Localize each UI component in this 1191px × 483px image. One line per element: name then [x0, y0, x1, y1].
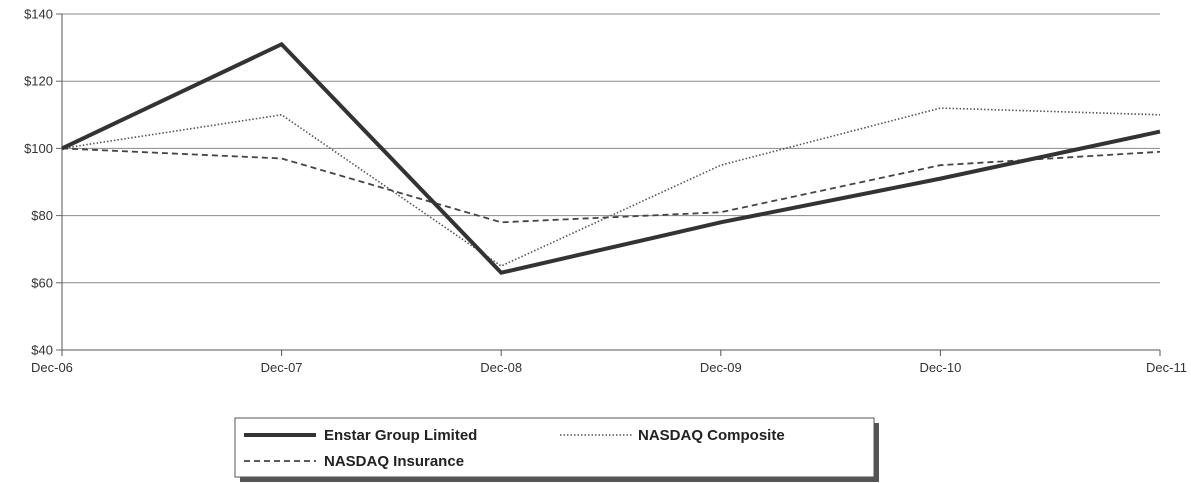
x-tick-label: Dec-07 — [261, 360, 303, 375]
y-tick-label: $40 — [31, 343, 53, 358]
y-tick-label: $80 — [31, 208, 53, 223]
legend-label-nasdaq-insurance: NASDAQ Insurance — [324, 453, 464, 470]
x-tick-label: Dec-08 — [480, 360, 522, 375]
y-tick-label: $60 — [31, 275, 53, 290]
x-tick-label: Dec-06 — [31, 360, 73, 375]
legend-label-nasdaq-composite: NASDAQ Composite — [638, 427, 785, 444]
legend: Enstar Group Limited NASDAQ Composite NA… — [234, 417, 879, 482]
series-line-nasdaq-composite — [61, 107, 1161, 267]
y-tick-label: $100 — [24, 141, 53, 156]
x-tick-label: Dec-10 — [919, 360, 961, 375]
x-tick-label: Dec-11 — [1146, 360, 1187, 375]
series-line-enstar-group-limited — [61, 41, 1161, 275]
gridlines — [62, 13, 1160, 351]
x-tick-labels: Dec-06 Dec-07 Dec-08 Dec-09 Dec-10 Dec-11 — [31, 360, 1187, 375]
y-tick-label: $140 — [24, 7, 53, 22]
x-tick-label: Dec-09 — [700, 360, 742, 375]
y-tick-labels: $40 $60 $80 $100 $120 $140 — [24, 7, 53, 358]
series-line-nasdaq-insurance — [61, 147, 1161, 224]
data-series — [61, 41, 1161, 275]
y-tick-label: $120 — [24, 74, 53, 89]
legend-box — [234, 417, 875, 478]
legend-label-enstar: Enstar Group Limited — [324, 427, 477, 444]
axes — [56, 13, 1161, 356]
